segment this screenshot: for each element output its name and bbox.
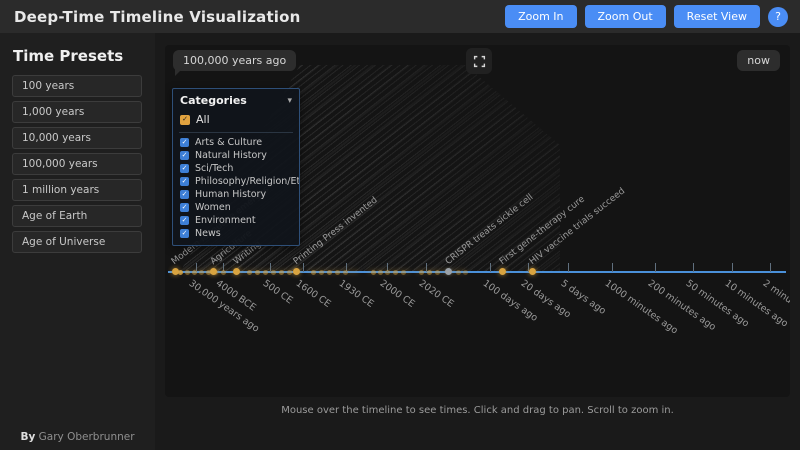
preset-age-of-universe[interactable]: Age of Universe	[12, 231, 142, 253]
check-icon: ✓	[181, 229, 188, 237]
fullscreen-icon	[473, 55, 485, 67]
categories-header[interactable]: Categories ▾	[173, 93, 299, 110]
check-icon: ✓	[181, 151, 188, 159]
category-label: Environment	[195, 215, 256, 226]
axis-tick	[528, 263, 529, 272]
interaction-hint: Mouse over the timeline to see times. Cl…	[281, 405, 674, 416]
header-bar: Deep-Time Timeline Visualization Zoom In…	[0, 0, 800, 33]
event-dot[interactable]	[445, 268, 452, 275]
credit-prefix: By	[20, 431, 36, 443]
axis-tick	[693, 263, 694, 272]
axis-tick	[346, 263, 347, 272]
category-row-natural-history[interactable]: ✓ Natural History	[173, 149, 299, 162]
category-row-news[interactable]: ✓ News	[173, 227, 299, 240]
axis-tick	[612, 263, 613, 272]
preset-1-million-years[interactable]: 1 million years	[12, 179, 142, 201]
axis-tick	[770, 263, 771, 272]
axis-tick-label: 1000 minutes ago	[602, 278, 680, 337]
axis-tick-label: 2020 CE	[416, 278, 456, 310]
category-row-sci-tech[interactable]: ✓ Sci/Tech	[173, 162, 299, 175]
categories-title: Categories	[180, 94, 247, 107]
check-icon: ✓	[181, 203, 188, 211]
preset-10000-years[interactable]: 10,000 years	[12, 127, 142, 149]
range-end-chip: now	[737, 50, 780, 71]
author-credit: By Gary Oberbrunner	[0, 431, 155, 443]
category-row-human-history[interactable]: ✓ Human History	[173, 188, 299, 201]
timeline-canvas[interactable]: 100,000 years ago now Categories ▾ ✓ All	[165, 45, 790, 397]
category-checkbox[interactable]: ✓	[180, 177, 189, 186]
axis-tick	[568, 263, 569, 272]
category-checkbox[interactable]: ✓	[180, 216, 189, 225]
preset-100-years[interactable]: 100 years	[12, 75, 142, 97]
category-row-environment[interactable]: ✓ Environment	[173, 214, 299, 227]
category-row-women[interactable]: ✓ Women	[173, 201, 299, 214]
axis-tick-label: 1930 CE	[336, 278, 376, 310]
category-row-philosophy[interactable]: ✓ Philosophy/Religion/Ethics	[173, 175, 299, 188]
category-label: News	[195, 228, 221, 239]
reset-view-button[interactable]: Reset View	[673, 5, 760, 28]
category-checkbox[interactable]: ✓	[180, 164, 189, 173]
axis-tick	[426, 263, 427, 272]
axis-tick	[303, 263, 304, 272]
category-row-all[interactable]: ✓ All	[173, 110, 299, 130]
axis-tick-label: 500 CE	[260, 278, 295, 307]
app-body: Time Presets 100 years 1,000 years 10,00…	[0, 33, 800, 450]
category-label: Natural History	[195, 150, 267, 161]
category-checkbox[interactable]: ✓	[180, 229, 189, 238]
check-icon: ✓	[181, 138, 188, 146]
category-label-all: All	[196, 113, 210, 126]
event-dot[interactable]	[172, 268, 179, 275]
app-title: Deep-Time Timeline Visualization	[14, 7, 301, 26]
axis-tick	[732, 263, 733, 272]
timeline-axis[interactable]	[168, 271, 786, 273]
preset-1000-years[interactable]: 1,000 years	[12, 101, 142, 123]
preset-100000-years[interactable]: 100,000 years	[12, 153, 142, 175]
axis-tick	[196, 263, 197, 272]
event-dot[interactable]	[499, 268, 506, 275]
axis-tick	[223, 263, 224, 272]
category-label: Arts & Culture	[195, 137, 263, 148]
axis-tick	[490, 263, 491, 272]
category-checkbox[interactable]: ✓	[180, 190, 189, 199]
category-checkbox[interactable]: ✓	[180, 151, 189, 160]
event-dot[interactable]	[293, 268, 300, 275]
preset-age-of-earth[interactable]: Age of Earth	[12, 205, 142, 227]
axis-tick	[270, 263, 271, 272]
check-icon: ✓	[181, 190, 188, 198]
check-icon: ✓	[181, 216, 188, 224]
axis-tick-label: 1600 CE	[293, 278, 333, 310]
category-label: Women	[195, 202, 231, 213]
event-dot[interactable]	[210, 268, 217, 275]
zoom-in-button[interactable]: Zoom In	[505, 5, 577, 28]
divider	[179, 132, 293, 133]
chevron-down-icon: ▾	[287, 95, 292, 106]
range-start-chip: 100,000 years ago	[173, 50, 297, 76]
fullscreen-button[interactable]	[466, 48, 492, 74]
category-checkbox[interactable]: ✓	[180, 203, 189, 212]
header-actions: Zoom In Zoom Out Reset View ?	[505, 5, 788, 28]
categories-panel: Categories ▾ ✓ All ✓ Arts & Culture ✓ Na…	[172, 88, 300, 246]
all-checkbox[interactable]: ✓	[180, 114, 190, 125]
axis-tick	[655, 263, 656, 272]
help-button[interactable]: ?	[768, 6, 788, 27]
check-icon: ✓	[182, 115, 188, 123]
credit-name: Gary Oberbrunner	[38, 431, 135, 443]
axis-tick-label: 2000 CE	[377, 278, 417, 310]
check-icon: ✓	[181, 164, 188, 172]
category-label: Philosophy/Religion/Ethics	[195, 176, 299, 187]
axis-tick	[387, 263, 388, 272]
category-checkbox[interactable]: ✓	[180, 138, 189, 147]
time-presets-heading: Time Presets	[13, 47, 124, 65]
check-icon: ✓	[181, 177, 188, 185]
category-label: Sci/Tech	[195, 163, 234, 174]
zoom-out-button[interactable]: Zoom Out	[584, 5, 666, 28]
category-label: Human History	[195, 189, 267, 200]
main-area: 100,000 years ago now Categories ▾ ✓ All	[155, 33, 800, 450]
sidebar: Time Presets 100 years 1,000 years 10,00…	[0, 33, 155, 450]
event-dot[interactable]	[529, 268, 536, 275]
category-row-arts-culture[interactable]: ✓ Arts & Culture	[173, 136, 299, 149]
event-dot[interactable]	[233, 268, 240, 275]
